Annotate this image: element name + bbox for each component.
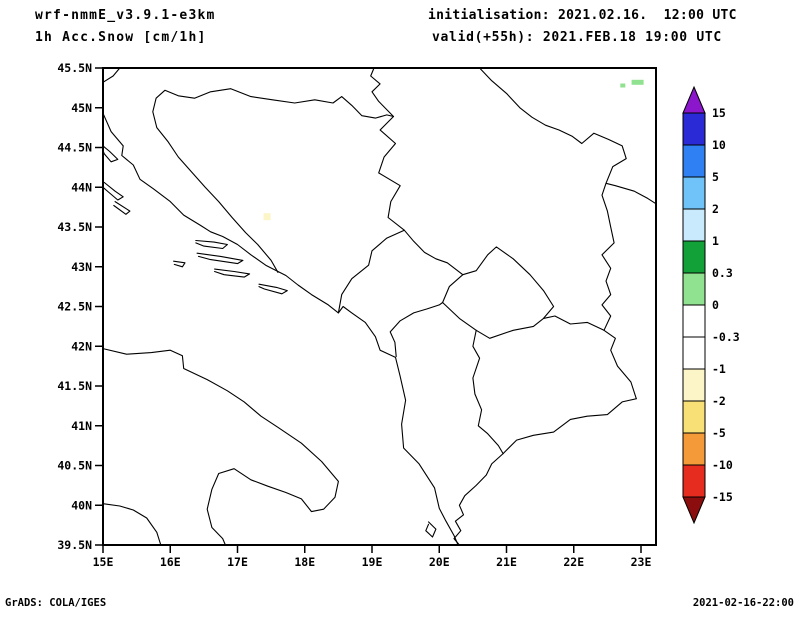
colorbar-level-label: 15 [712,106,726,120]
outline-serbia-bulgaria-border [601,182,615,331]
colorbar-segment [682,144,706,178]
outline-island-corfu [425,521,437,538]
outline-island-pag [102,145,119,163]
outline-island-mljet [258,283,288,295]
lon-tick-label: 18E [294,555,315,569]
outline-island-brac [195,239,228,250]
colorbar-segment [682,368,706,402]
lat-tick-label: 42N [71,339,92,353]
lat-tick-label: 45.5N [57,61,92,75]
outline-island-kornati [113,201,131,215]
lat-tick-label: 42.5N [57,300,92,314]
lat-tick-label: 41.5N [57,379,92,393]
snow-cell [263,213,271,221]
outline-montenegro-albania-border [389,301,444,358]
lon-tick-label: 19E [362,555,383,569]
colorbar-triangle-bottom [682,496,706,525]
outline-kosovo-border [442,246,555,339]
colorbar-segment [682,336,706,370]
lat-tick-label: 39.5N [57,538,92,552]
footer-credit: GrADS: COLA/IGES [5,597,107,609]
header-initialisation: initialisation: 2021.02.16. 12:00 UTC [428,8,737,23]
lat-tick-label: 45N [71,101,92,115]
colorbar-level-label: 1 [712,234,719,248]
colorbar-level-label: 5 [712,170,719,184]
outline-serbia-macedonia-border [542,315,605,331]
lat-tick-label: 43N [71,260,92,274]
colorbar-triangle-top [682,85,706,114]
snow-cell [631,79,644,85]
colorbar-segment [682,432,706,466]
snow-cell [620,83,626,88]
colorbar-segment [682,240,706,274]
colorbar-level-label: -10 [712,458,733,472]
lat-tick-label: 43.5N [57,220,92,234]
lon-tick-label: 21E [496,555,517,569]
outline-italy-adriatic-coast [102,348,339,546]
outline-croatia-serbia-border [370,67,395,118]
outline-bosnia-serbia-drina [337,115,405,314]
lon-tick-label: 23E [631,555,652,569]
lon-tick-label: 16E [160,555,181,569]
colorbar-segment [682,176,706,210]
colorbar-level-label: 10 [712,138,726,152]
colorbar-level-label: 2 [712,202,719,216]
lat-tick-label: 41N [71,419,92,433]
lon-tick-label: 20E [429,555,450,569]
colorbar-level-label: 0.3 [712,266,733,280]
outline-island-vis [173,260,186,268]
colorbar-segment [682,464,706,498]
colorbar-level-label: 0 [712,298,719,312]
colorbar-level-label: -5 [712,426,726,440]
lon-tick-label: 22E [563,555,584,569]
footer-timestamp: 2021-02-16-22:00 [692,597,794,609]
outline-albania-greece-border [453,453,504,546]
outline-montenegro-serbia-border [403,229,464,276]
lon-tick-label: 17E [227,555,248,569]
outline-island-dugi-otok [102,181,124,201]
lat-tick-label: 40.5N [57,459,92,473]
colorbar-level-label: -1 [712,362,726,376]
lon-tick-label: 15E [93,555,114,569]
outline-serbia-romania-danube [479,67,656,204]
colorbar-level-label: -0.3 [712,330,740,344]
outline-macedonia-greece-border [502,398,637,455]
header-valid: valid(+55h): 2021.FEB.18 19:00 UTC [432,30,722,45]
colorbar-segment [682,304,706,338]
outline-island-korcula [214,268,251,278]
outline-albania-macedonia-border [472,329,504,455]
colorbar-segment [682,400,706,434]
outline-slovenia-croatia-border [102,67,121,83]
header-variable: 1h Acc.Snow [cm/1h] [35,30,207,45]
colorbar-level-label: -15 [712,490,733,504]
lat-tick-label: 44N [71,180,92,194]
header-model: wrf-nmmE_v3.9.1-e3km [35,8,216,23]
lat-tick-label: 44.5N [57,141,92,155]
outline-macedonia-bulgaria-border [603,329,637,400]
outline-croatia-bosnia-border [152,88,395,273]
colorbar-level-label: -2 [712,394,726,408]
colorbar-segment [682,208,706,242]
colorbar-segment [682,112,706,146]
outline-island-hvar [196,252,244,265]
lat-tick-label: 40N [71,498,92,512]
outline-adriatic-east-coast [102,112,459,546]
map-frame [102,67,657,546]
colorbar-segment [682,272,706,306]
outline-italy-tyrrhenian-coast [102,503,162,546]
